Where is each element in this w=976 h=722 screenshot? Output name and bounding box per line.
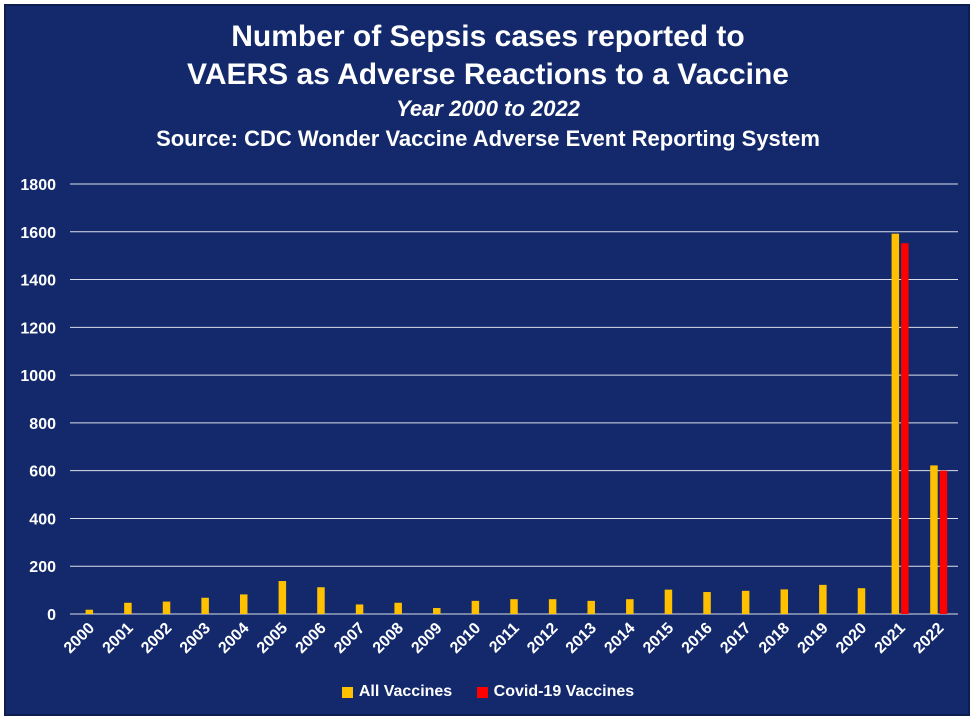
x-tick-label: 2008 <box>370 620 407 657</box>
chart-title-line2: VAERS as Adverse Reactions to a Vaccine <box>187 58 789 91</box>
bar-all-vaccines-2006 <box>317 587 325 614</box>
x-tick-label: 2005 <box>254 620 291 657</box>
x-tick-label: 2009 <box>408 620 445 657</box>
bar-all-vaccines-2007 <box>355 604 364 614</box>
bar-all-vaccines-2012 <box>548 599 557 614</box>
x-tick-label: 2013 <box>563 620 600 657</box>
bar-all-vaccines-2003 <box>201 597 209 614</box>
bar-all-vaccines-2010 <box>471 600 480 614</box>
y-tick-label: 1000 <box>20 368 56 385</box>
bar-covid-vaccines-2021 <box>901 243 909 614</box>
legend-item-covid-vaccines: Covid-19 Vaccines <box>476 683 635 701</box>
x-tick-label: 2021 <box>872 620 909 657</box>
x-tick-label: 2018 <box>756 620 793 657</box>
chart-title-block: Number of Sepsis cases reported to VAERS… <box>0 18 976 154</box>
bar-all-vaccines-2004 <box>239 594 248 614</box>
bar-all-vaccines-2017 <box>741 590 750 614</box>
x-tick-label: 2014 <box>601 620 638 657</box>
legend-label-all-vaccines: All Vaccines <box>358 683 453 700</box>
y-tick-label: 1200 <box>20 320 56 337</box>
legend: All Vaccines Covid-19 Vaccines <box>0 683 976 703</box>
y-tick-label: 200 <box>29 559 56 576</box>
x-tick-label: 2011 <box>486 620 523 657</box>
bar-all-vaccines-2001 <box>124 602 132 614</box>
x-tick-label: 2000 <box>61 620 98 657</box>
bar-all-vaccines-2005 <box>278 581 287 614</box>
x-tick-label: 2012 <box>524 620 561 657</box>
legend-label-covid-vaccines: Covid-19 Vaccines <box>493 683 635 700</box>
y-tick-label: 1800 <box>20 177 56 194</box>
y-tick-label: 400 <box>29 511 56 528</box>
chart-source: Source: CDC Wonder Vaccine Adverse Event… <box>156 126 820 151</box>
legend-swatch-covid-vaccines <box>476 686 488 698</box>
bar-all-vaccines-2013 <box>587 600 595 614</box>
bar-all-vaccines-2011 <box>510 599 518 614</box>
y-tick-label: 0 <box>47 607 56 624</box>
bar-all-vaccines-2022 <box>930 465 938 614</box>
bar-all-vaccines-2014 <box>626 599 634 614</box>
bar-covid-vaccines-2022 <box>939 470 948 614</box>
bar-all-vaccines-2016 <box>703 592 711 614</box>
x-tick-label: 2016 <box>679 620 716 657</box>
x-tick-label: 2004 <box>215 620 252 657</box>
x-tick-label: 2022 <box>910 620 947 657</box>
chart-title: Number of Sepsis cases reported to <box>231 20 745 53</box>
x-tick-label: 2006 <box>293 620 330 657</box>
x-tick-label: 2007 <box>331 620 368 657</box>
y-tick-label: 1600 <box>20 225 56 242</box>
bar-all-vaccines-2018 <box>780 589 789 614</box>
bar-all-vaccines-2002 <box>162 601 171 614</box>
legend-item-all-vaccines: All Vaccines <box>341 683 453 701</box>
bar-all-vaccines-2019 <box>819 584 827 614</box>
bar-all-vaccines-2020 <box>857 588 866 614</box>
x-tick-label: 2017 <box>717 620 754 657</box>
x-tick-label: 2001 <box>100 620 137 657</box>
bar-all-vaccines-2015 <box>664 589 673 614</box>
chart-subtitle: Year 2000 to 2022 <box>396 96 580 121</box>
bar-all-vaccines-2021 <box>891 233 900 614</box>
x-tick-label: 2010 <box>447 620 484 657</box>
bar-all-vaccines-2008 <box>394 602 402 614</box>
bar-all-vaccines-2000 <box>85 609 94 614</box>
y-tick-label: 600 <box>29 464 56 481</box>
x-tick-label: 2019 <box>795 620 832 657</box>
x-tick-label: 2020 <box>833 620 870 657</box>
bar-all-vaccines-2009 <box>433 608 441 614</box>
x-tick-label: 2015 <box>640 620 677 657</box>
chart-background <box>4 4 970 716</box>
y-tick-label: 1400 <box>20 273 56 290</box>
x-tick-label: 2003 <box>177 620 214 657</box>
y-tick-label: 800 <box>29 416 56 433</box>
x-tick-label: 2002 <box>138 620 175 657</box>
legend-swatch-all-vaccines <box>341 686 353 698</box>
